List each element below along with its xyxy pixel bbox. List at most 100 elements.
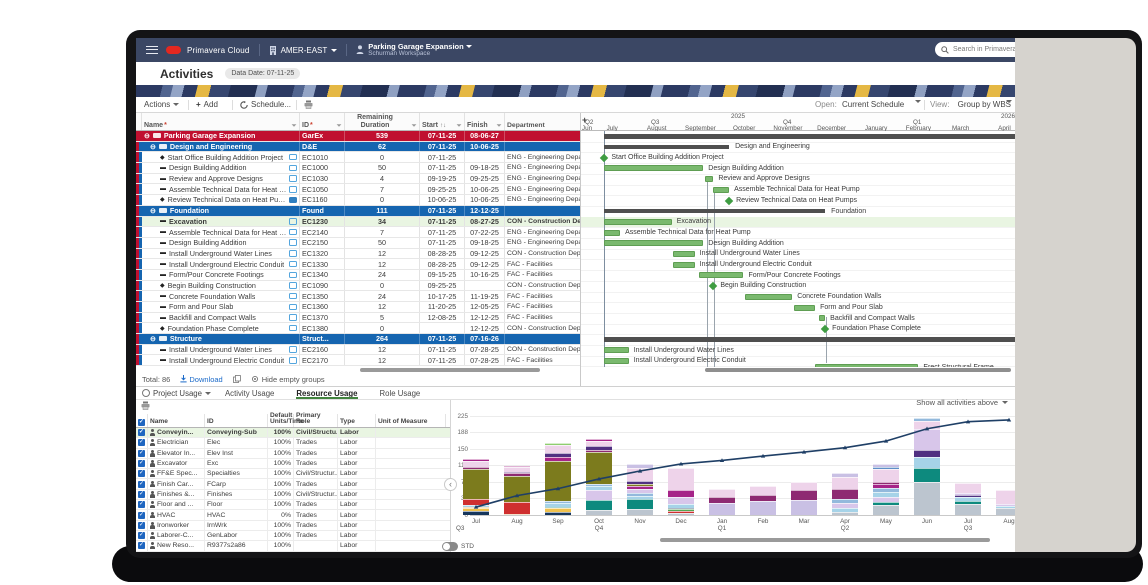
- discussion-icon[interactable]: [289, 357, 297, 364]
- activity-row[interactable]: ▬ Install Underground Electric Conduit EC2…: [136, 355, 580, 367]
- activity-table-hscrollbar[interactable]: [360, 368, 540, 372]
- gantt-task-bar[interactable]: [704, 176, 714, 183]
- activity-row[interactable]: ▬ Review and Approve Designs EC1030 4 09-19-…: [136, 173, 580, 185]
- actions-menu-button[interactable]: Actions: [144, 100, 180, 109]
- chart-bar[interactable]: [914, 418, 940, 515]
- row-checkbox[interactable]: ✓: [136, 428, 148, 438]
- org-switcher[interactable]: AMER-EAST: [269, 45, 338, 55]
- print-button[interactable]: [304, 100, 313, 109]
- gantt-milestone[interactable]: [724, 196, 734, 205]
- column-header-id[interactable]: ID *: [300, 113, 345, 130]
- row-checkbox[interactable]: ✓: [136, 510, 148, 520]
- chart-bar[interactable]: [709, 488, 735, 515]
- row-checkbox[interactable]: ✓: [136, 530, 148, 541]
- view-select[interactable]: View: Group by WBS: [930, 100, 1012, 109]
- row-checkbox[interactable]: ✓: [136, 458, 148, 469]
- row-checkbox[interactable]: ✓: [136, 489, 148, 500]
- discussion-icon[interactable]: [289, 282, 297, 289]
- resource-column-default-units-time[interactable]: Default Units/Time: [270, 411, 304, 427]
- resource-row[interactable]: ✓ Laborer-C... GenLabor 100% Trades Labor: [136, 530, 450, 542]
- gantt-summary-bar[interactable]: [604, 134, 1015, 139]
- chart-bar[interactable]: [996, 490, 1015, 515]
- resource-row[interactable]: ✓ Excavator Exc 100% Trades Labor: [136, 458, 450, 470]
- collapse-icon[interactable]: ⊖: [150, 143, 156, 151]
- gantt-task-bar[interactable]: [604, 229, 621, 236]
- table-gantt-splitter[interactable]: [580, 113, 581, 386]
- column-header-name[interactable]: Name *: [142, 113, 300, 130]
- gantt-milestone[interactable]: [709, 281, 718, 291]
- activity-row[interactable]: ◆ Begin Building Construction EC1090 0 09-25…: [136, 280, 580, 292]
- resource-print-button[interactable]: [141, 401, 150, 410]
- discussion-icon[interactable]: [289, 324, 297, 332]
- resource-row[interactable]: ✓ FF&E Spec... Specialties 100% Civil/Struct…: [136, 469, 450, 480]
- gantt-task-bar[interactable]: [744, 293, 793, 300]
- gantt-task-bar[interactable]: [673, 251, 695, 257]
- activity-row[interactable]: ▬ Backfill and Compact Walls EC1370 5 12-08-…: [136, 312, 580, 324]
- chart-bar[interactable]: [627, 464, 653, 515]
- resource-row[interactable]: ✓ Electrician Elec 100% Trades Labor: [136, 438, 450, 449]
- chart-filter-select[interactable]: Show all activities above: [826, 398, 1008, 407]
- resource-column-primary-role[interactable]: Primary Role: [294, 412, 338, 427]
- row-checkbox[interactable]: ✓: [136, 438, 148, 448]
- view-caret[interactable]: [1006, 100, 1012, 103]
- resource-row[interactable]: ✓ Conveyin... Conveying-Sub 100% Civil/Struc…: [136, 428, 450, 439]
- column-header-start[interactable]: Start ↑↓: [420, 113, 465, 130]
- activity-row[interactable]: ▬ Concrete Foundation Walls EC1350 24 10-17-…: [136, 291, 580, 302]
- row-checkbox[interactable]: ✓: [136, 500, 148, 510]
- hide-empty-groups-toggle[interactable]: Hide empty groups: [251, 375, 325, 384]
- schedule-button[interactable]: Schedule...: [240, 100, 291, 109]
- discussion-icon[interactable]: [289, 292, 297, 300]
- discussion-icon[interactable]: [289, 196, 297, 204]
- activity-row[interactable]: ▬ Design Building Addition EC1000 50 07-11-2…: [136, 163, 580, 174]
- activity-row[interactable]: ▬ Install Underground Water Lines EC1320 12…: [136, 248, 580, 260]
- usage-scope-select[interactable]: Project Usage: [142, 389, 211, 398]
- chart-bar[interactable]: [791, 481, 817, 515]
- activity-row[interactable]: ▬ Design Building Addition EC2150 50 07-11-2…: [136, 237, 580, 249]
- wbs-row[interactable]: ⊖ Design and Engineering D&E 62 07-11-25 10-0…: [136, 141, 580, 153]
- collapse-icon[interactable]: ⊖: [150, 207, 156, 215]
- resource-row[interactable]: ✓ HVAC HVAC 0% Trades Labor: [136, 510, 450, 521]
- tab-role-usage[interactable]: Role Usage: [379, 388, 421, 398]
- chart-bar[interactable]: [955, 482, 981, 515]
- gantt-task-bar[interactable]: [819, 315, 826, 322]
- discussion-icon[interactable]: [289, 239, 297, 246]
- row-checkbox[interactable]: ✓: [136, 479, 148, 489]
- gantt-milestone[interactable]: [820, 324, 830, 334]
- gantt-task-bar[interactable]: [604, 358, 629, 364]
- timescale-zoom-button[interactable]: +: [582, 115, 588, 125]
- project-switcher[interactable]: Parking Garage Expansion Schurman Worksp…: [356, 42, 472, 57]
- std-toggle[interactable]: STD: [442, 542, 474, 551]
- chart-bar[interactable]: [668, 467, 694, 515]
- resource-row[interactable]: ✓ Elevator In... Elev Inst 100% Trades Labor: [136, 448, 450, 459]
- discussion-icon[interactable]: [289, 271, 297, 279]
- gantt-summary-bar[interactable]: [604, 144, 730, 150]
- resource-row[interactable]: ✓ Ironworker IrnWrk 100% Trades Labor: [136, 520, 450, 531]
- activity-row[interactable]: ▬ Excavation EC1230 34 07-11-25 08-27-25 CON -…: [136, 216, 580, 228]
- discussion-icon[interactable]: [289, 164, 297, 172]
- resource-chart-splitter[interactable]: [450, 400, 451, 552]
- gantt-task-bar[interactable]: [673, 261, 695, 268]
- gantt-milestone[interactable]: [600, 153, 609, 163]
- gantt-task-bar[interactable]: [793, 304, 816, 311]
- wbs-row[interactable]: ⊖ Foundation Found 111 07-11-25 12-12-25: [136, 205, 580, 217]
- activity-row[interactable]: ▬ Form and Pour Slab EC1360 12 11-20-25 12-05…: [136, 302, 580, 313]
- discussion-icon[interactable]: [289, 153, 297, 161]
- resource-column-name[interactable]: Name: [148, 414, 205, 427]
- copy-icon[interactable]: [232, 375, 241, 383]
- chart-bar[interactable]: [750, 485, 776, 515]
- tab-activity-usage[interactable]: Activity Usage: [224, 388, 275, 398]
- chart-bar[interactable]: [873, 464, 899, 515]
- resource-column-type[interactable]: Type: [338, 414, 376, 427]
- activity-row[interactable]: ▬ Install Underground Water Lines EC2160 12…: [136, 344, 580, 356]
- gantt-task-bar[interactable]: [604, 240, 704, 247]
- chart-hscrollbar[interactable]: [660, 538, 990, 542]
- gantt-summary-bar[interactable]: [604, 208, 826, 214]
- project-row[interactable]: ⊖ Parking Garage Expansion GarEx 539 07-11-2…: [136, 131, 580, 142]
- tab-resource-usage[interactable]: Resource Usage: [296, 388, 358, 399]
- resource-row[interactable]: ✓ Finishes &... Finishes 100% Civil/Structur…: [136, 489, 450, 501]
- discussion-icon[interactable]: [289, 186, 297, 193]
- open-schedule-select[interactable]: Open:: [815, 100, 837, 109]
- discussion-icon[interactable]: [289, 346, 297, 353]
- activity-row[interactable]: ▬ Assemble Technical Data for Heat Pump EC…: [136, 227, 580, 238]
- open-schedule-value[interactable]: Current Schedule: [842, 100, 905, 109]
